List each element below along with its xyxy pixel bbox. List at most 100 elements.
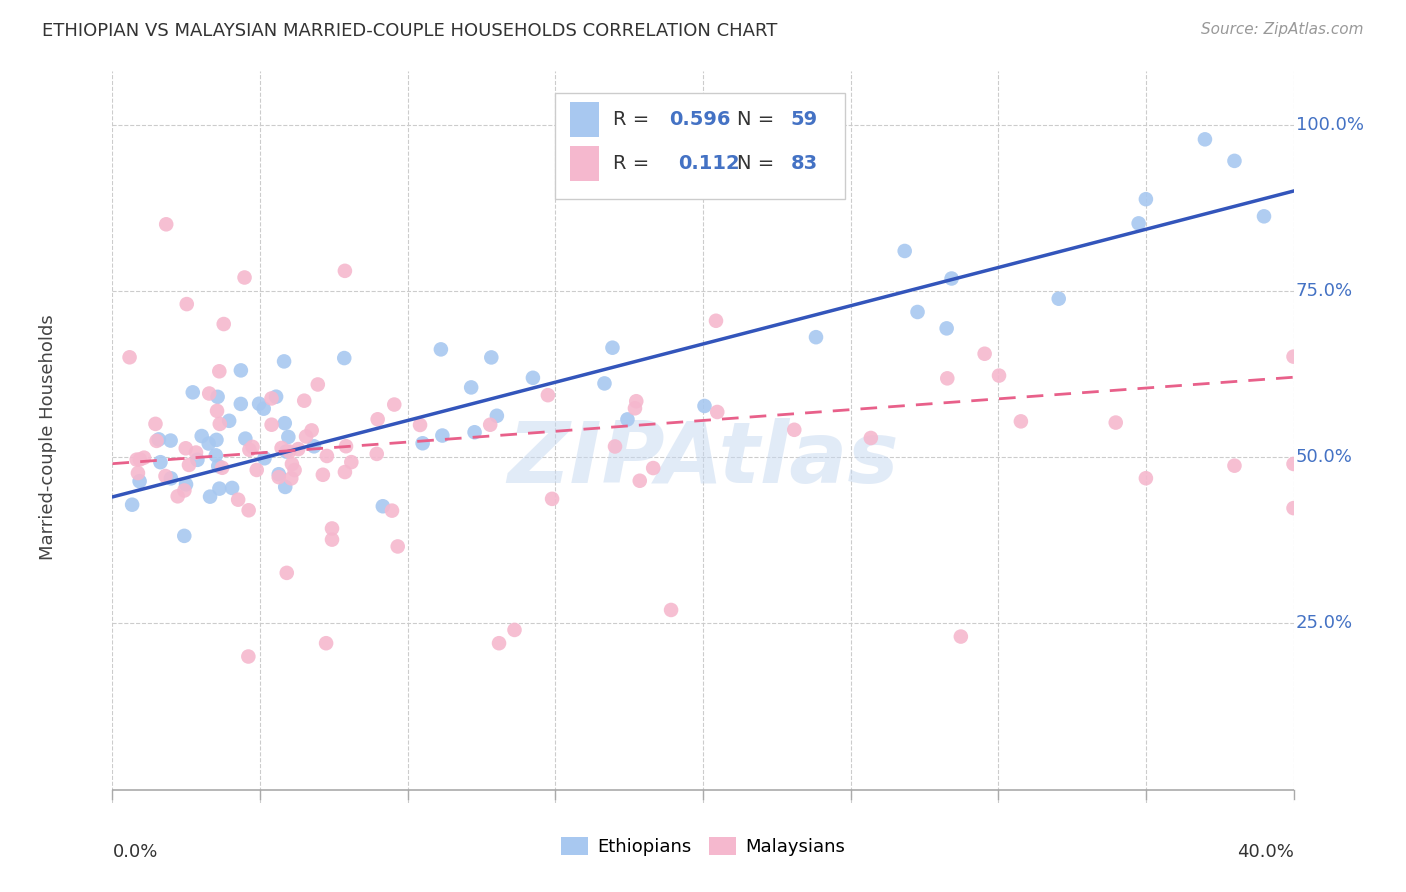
Point: [267, 467, 290, 482]
Point: [238, 503, 260, 517]
Point: [208, 482, 231, 496]
Point: [274, 416, 297, 430]
Point: [208, 364, 231, 378]
Point: [949, 630, 972, 644]
Point: [235, 432, 257, 446]
Point: [381, 503, 404, 517]
Point: [260, 392, 283, 406]
Point: [197, 436, 219, 450]
Point: [270, 441, 292, 455]
Point: [706, 405, 728, 419]
Point: [333, 351, 356, 365]
Point: [229, 363, 252, 377]
Point: [159, 434, 181, 448]
Bar: [569, 102, 599, 137]
Text: 0.112: 0.112: [678, 154, 740, 173]
Point: [207, 390, 229, 404]
Point: [1135, 192, 1157, 206]
Point: [226, 492, 249, 507]
Point: [893, 244, 915, 258]
Point: [1253, 210, 1275, 224]
Point: [593, 376, 616, 391]
Point: [145, 434, 167, 448]
Text: N =: N =: [737, 110, 780, 129]
Point: [603, 440, 626, 454]
Point: [233, 270, 256, 285]
Point: [125, 452, 148, 467]
Point: [307, 377, 329, 392]
Point: [173, 529, 195, 543]
Point: [616, 412, 638, 426]
Point: [155, 469, 177, 483]
Text: R =: R =: [613, 110, 655, 129]
Text: 59: 59: [790, 110, 817, 129]
Point: [160, 471, 183, 485]
FancyBboxPatch shape: [555, 94, 845, 200]
Point: [479, 351, 502, 365]
Point: [333, 465, 356, 479]
Point: [287, 442, 309, 456]
Text: 75.0%: 75.0%: [1296, 282, 1353, 300]
Point: [315, 636, 337, 650]
Point: [207, 459, 229, 474]
Text: 50.0%: 50.0%: [1296, 448, 1353, 466]
Point: [181, 385, 204, 400]
Point: [409, 417, 432, 432]
Point: [253, 401, 276, 416]
Point: [432, 428, 454, 442]
Bar: [569, 146, 599, 181]
Point: [260, 417, 283, 432]
Point: [382, 398, 405, 412]
Point: [292, 393, 315, 408]
Point: [264, 390, 287, 404]
Point: [643, 461, 665, 475]
Point: [274, 480, 297, 494]
Point: [276, 566, 298, 580]
Point: [503, 623, 526, 637]
Point: [315, 449, 337, 463]
Point: [626, 394, 648, 409]
Point: [430, 343, 453, 357]
Point: [693, 399, 716, 413]
Point: [704, 314, 727, 328]
Point: [340, 455, 363, 469]
Text: Married-couple Households: Married-couple Households: [38, 314, 56, 560]
Text: 83: 83: [790, 154, 817, 173]
Point: [537, 388, 560, 402]
Point: [174, 477, 197, 491]
Point: [1105, 416, 1128, 430]
Point: [247, 397, 270, 411]
Point: [218, 414, 240, 428]
Point: [253, 451, 276, 466]
Point: [541, 491, 564, 506]
Point: [229, 397, 252, 411]
Point: [121, 498, 143, 512]
Point: [173, 483, 195, 498]
Legend: Ethiopians, Malaysians: Ethiopians, Malaysians: [554, 830, 852, 863]
Point: [659, 603, 682, 617]
Point: [148, 433, 170, 447]
Point: [1223, 153, 1246, 168]
Point: [367, 412, 389, 426]
Point: [1223, 458, 1246, 473]
Point: [128, 475, 150, 489]
Point: [174, 442, 197, 456]
Text: R =: R =: [613, 154, 662, 173]
Point: [302, 439, 325, 453]
Point: [190, 429, 212, 443]
Point: [118, 351, 141, 365]
Point: [273, 354, 295, 368]
Point: [284, 463, 307, 477]
Point: [907, 305, 929, 319]
Text: 25.0%: 25.0%: [1296, 615, 1353, 632]
Text: N =: N =: [737, 154, 780, 173]
Point: [1194, 132, 1216, 146]
Text: Source: ZipAtlas.com: Source: ZipAtlas.com: [1201, 22, 1364, 37]
Point: [176, 297, 198, 311]
Point: [602, 341, 624, 355]
Point: [177, 458, 200, 472]
Point: [184, 445, 207, 459]
Point: [212, 317, 235, 331]
Point: [387, 540, 409, 554]
Text: 0.0%: 0.0%: [112, 843, 157, 861]
